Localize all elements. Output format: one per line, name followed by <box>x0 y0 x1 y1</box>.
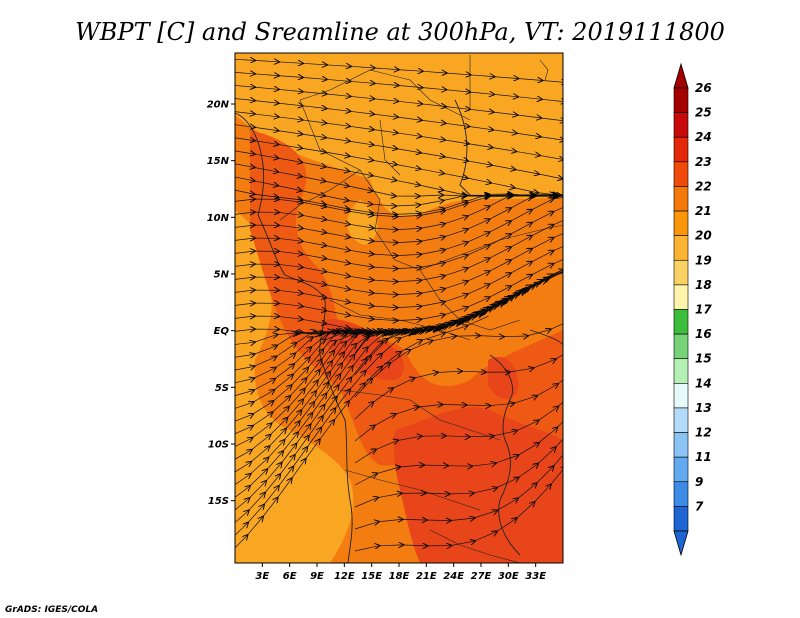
longitude-axis: 3E 6E 9E 12E 15E 18E 21E 24E 27E 30E 33E <box>255 563 546 582</box>
colorbar-label: 9 <box>695 475 703 489</box>
colorbar-swatch <box>673 456 689 483</box>
colorbar-swatch <box>673 309 689 335</box>
colorbar-label: 20 <box>695 229 712 243</box>
colorbar-label: 15 <box>695 352 712 366</box>
lon-tick-label: 24E <box>443 571 464 582</box>
colorbar-swatch <box>673 383 689 409</box>
lat-tick-label: 20N <box>207 100 230 111</box>
colorbar-swatch <box>673 186 689 212</box>
colorbar-swatch <box>673 259 689 286</box>
colorbar-label: 16 <box>695 327 712 341</box>
lon-tick-label: 3E <box>255 571 269 582</box>
lon-tick-label: 15E <box>361 571 382 582</box>
lon-tick-label: 9E <box>310 571 324 582</box>
lon-tick-label: 18E <box>389 571 410 582</box>
colorbar-label: 23 <box>695 155 712 169</box>
lon-tick-label: 12E <box>334 571 355 582</box>
colorbar-label: 17 <box>695 303 712 317</box>
lat-tick-label: 10N <box>207 213 230 224</box>
colorbar-label: 12 <box>695 426 712 440</box>
colorbar-label: 13 <box>695 401 712 415</box>
lon-tick-label: 33E <box>525 571 546 582</box>
colorbar-label: 21 <box>695 204 712 218</box>
colorbar-swatch <box>673 210 689 236</box>
colorbar-swatch <box>673 136 689 163</box>
lon-tick-label: 30E <box>498 571 519 582</box>
colorbar: 26 25 24 23 22 21 20 19 18 17 16 15 14 13 12 11 9 7 <box>673 62 712 557</box>
colorbar-swatch <box>673 407 689 433</box>
colorbar-label: 11 <box>695 450 712 464</box>
colorbar-swatch <box>673 333 689 360</box>
streamline <box>354 460 563 552</box>
colorbar-label: 18 <box>695 278 712 292</box>
grads-credit: GrADS: IGES/COLA <box>5 605 98 615</box>
colorbar-label: 19 <box>695 253 712 267</box>
colorbar-label: 24 <box>695 130 712 144</box>
map-plot <box>235 53 563 563</box>
lat-tick-label: 5N <box>214 270 230 281</box>
colorbar-swatch <box>673 87 689 113</box>
colorbar-swatch <box>673 284 689 310</box>
colorbar-swatch <box>673 112 689 138</box>
colorbar-bottom-arrow <box>673 530 689 557</box>
colorbar-label: 22 <box>695 179 712 193</box>
lat-tick-label: 5S <box>215 383 229 394</box>
colorbar-top-arrow <box>673 62 689 89</box>
lat-tick-label: 15S <box>208 496 229 507</box>
colorbar-swatch <box>673 506 689 532</box>
latitude-axis: 20N 15N 10N 5N EQ 5S 10S 15S <box>207 100 235 507</box>
colorbar-label: 25 <box>695 106 712 120</box>
colorbar-label: 7 <box>695 499 704 513</box>
colorbar-label: 14 <box>695 376 712 390</box>
colorbar-swatch <box>673 358 689 384</box>
colorbar-swatch <box>673 161 689 187</box>
lon-tick-label: 21E <box>416 571 437 582</box>
colorbar-swatch <box>673 235 689 261</box>
lat-tick-label: EQ <box>214 326 230 337</box>
lon-tick-label: 27E <box>471 571 492 582</box>
streamlines <box>235 59 563 552</box>
colorbar-swatch <box>673 481 689 507</box>
chart-title: WBPT [C] and Sreamline at 300hPa, VT: 20… <box>75 18 725 46</box>
lon-tick-label: 6E <box>283 571 297 582</box>
lat-tick-label: 15N <box>207 156 230 167</box>
lat-tick-label: 10S <box>208 440 229 451</box>
colorbar-swatch <box>673 432 689 458</box>
colorbar-label: 26 <box>695 81 712 95</box>
